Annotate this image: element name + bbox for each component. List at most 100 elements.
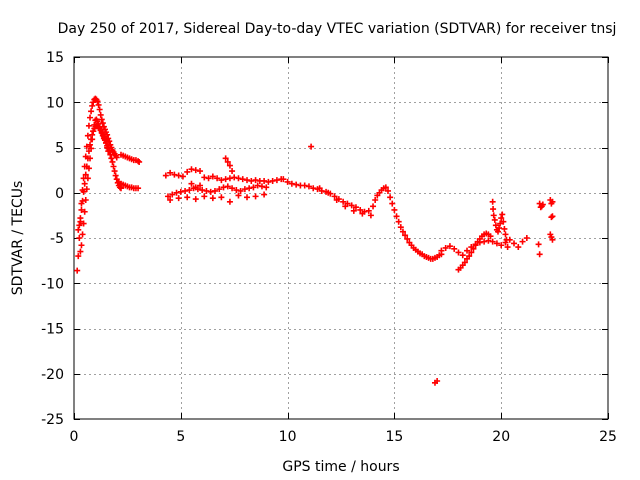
data-point xyxy=(77,248,84,255)
data-point xyxy=(87,141,94,148)
data-point xyxy=(207,188,214,195)
data-point xyxy=(519,238,526,245)
data-point xyxy=(81,180,88,187)
data-point xyxy=(222,155,229,162)
data-point xyxy=(310,185,317,192)
data-point xyxy=(466,253,473,260)
data-point xyxy=(387,194,394,201)
data-point xyxy=(106,138,113,145)
data-point xyxy=(357,206,364,213)
data-point xyxy=(110,163,117,170)
data-point xyxy=(494,228,501,235)
data-point xyxy=(87,114,94,121)
data-point xyxy=(308,143,315,150)
data-point xyxy=(535,241,542,248)
data-point xyxy=(446,243,453,250)
data-point xyxy=(455,249,462,256)
data-point xyxy=(220,184,227,191)
data-point xyxy=(370,203,377,210)
data-point xyxy=(80,188,87,195)
data-point xyxy=(218,194,225,201)
data-point xyxy=(239,176,246,183)
data-point xyxy=(442,244,449,251)
data-point xyxy=(188,180,195,187)
data-point xyxy=(84,175,91,182)
data-point xyxy=(331,193,338,200)
data-point xyxy=(99,120,106,127)
ticks-layer xyxy=(74,57,609,420)
data-point xyxy=(536,251,543,258)
chart-title: Day 250 of 2017, Sidereal Day-to-day VTE… xyxy=(58,21,617,37)
data-point xyxy=(107,151,114,158)
data-point xyxy=(167,196,174,203)
data-point xyxy=(201,193,208,200)
data-point xyxy=(103,139,110,146)
data-point xyxy=(305,183,312,190)
data-point xyxy=(402,232,409,239)
data-point xyxy=(372,196,379,203)
data-point xyxy=(280,176,287,183)
data-point xyxy=(501,225,508,232)
y-tick-labels: 15 10 5 0 -5 -10 -15 -20 -25 xyxy=(41,50,64,428)
data-point xyxy=(199,187,206,194)
data-point xyxy=(175,172,182,179)
data-point xyxy=(244,177,251,184)
data-point xyxy=(451,245,458,252)
data-point xyxy=(499,211,506,218)
data-point xyxy=(162,172,169,179)
data-point xyxy=(112,172,119,179)
data-point xyxy=(216,186,223,193)
data-point xyxy=(464,247,471,254)
data-point xyxy=(104,131,111,138)
data-point xyxy=(226,198,233,205)
data-point xyxy=(365,207,372,214)
x-tick-label: 15 xyxy=(385,429,403,445)
data-point xyxy=(218,177,225,184)
y-tick-label: -5 xyxy=(50,231,64,247)
data-point xyxy=(391,206,398,213)
data-point xyxy=(224,158,231,165)
y-tick-label: -20 xyxy=(41,367,64,383)
data-point xyxy=(233,187,240,194)
data-point xyxy=(472,242,479,249)
y-axis-label: SDTVAR / TECUs xyxy=(10,181,26,296)
data-point xyxy=(80,220,87,227)
data-point xyxy=(382,184,389,191)
data-point xyxy=(108,155,115,162)
data-point xyxy=(205,175,212,182)
data-point xyxy=(192,196,199,203)
grid-layer xyxy=(74,57,608,419)
data-point xyxy=(113,154,120,161)
y-tick-label: 0 xyxy=(55,186,64,202)
data-point xyxy=(468,249,475,256)
data-point xyxy=(491,216,498,223)
data-point xyxy=(197,168,204,175)
data-point xyxy=(235,175,242,182)
data-point xyxy=(78,206,85,213)
data-point xyxy=(404,235,411,242)
data-point xyxy=(254,182,261,189)
data-point xyxy=(250,184,257,191)
data-point xyxy=(89,131,96,138)
data-point xyxy=(76,235,83,241)
x-tick-label: 20 xyxy=(492,429,510,445)
data-point xyxy=(98,116,105,123)
data-point xyxy=(487,233,494,240)
data-point xyxy=(173,189,180,196)
data-point xyxy=(461,259,468,266)
data-point xyxy=(83,163,90,170)
data-point xyxy=(397,224,404,231)
data-point xyxy=(76,222,83,229)
data-point xyxy=(350,207,357,214)
data-point xyxy=(244,194,251,201)
data-point xyxy=(203,187,210,194)
y-tick-label: -15 xyxy=(41,322,64,338)
data-point xyxy=(229,185,236,192)
data-point xyxy=(182,187,189,194)
data-point xyxy=(252,177,259,184)
data-point xyxy=(548,214,555,221)
y-tick-label: -25 xyxy=(41,412,64,428)
data-point xyxy=(288,180,295,187)
data-point xyxy=(301,182,308,189)
